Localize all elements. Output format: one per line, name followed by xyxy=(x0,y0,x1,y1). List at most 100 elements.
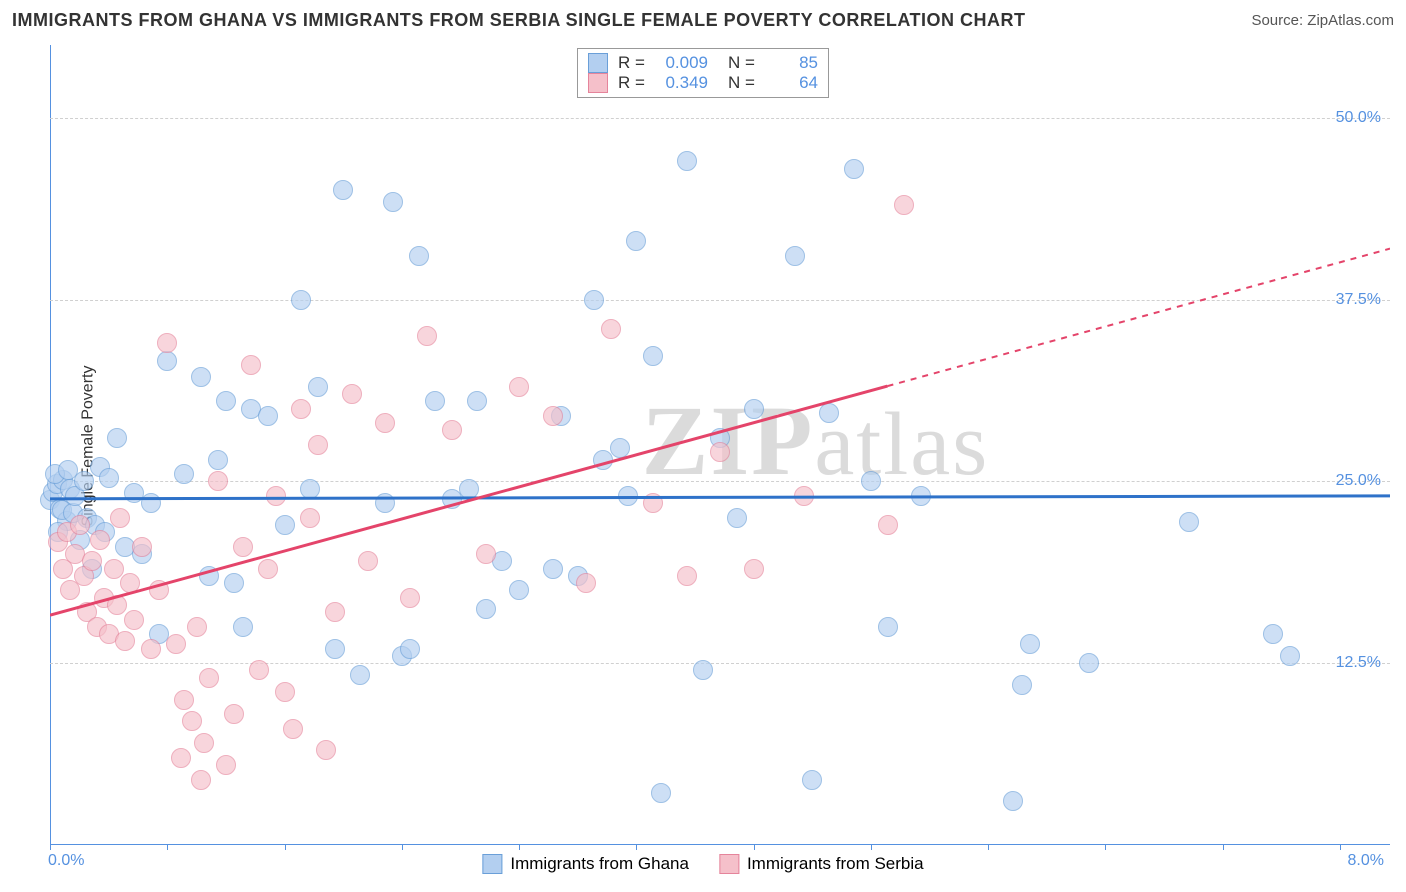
data-point xyxy=(744,399,764,419)
data-point xyxy=(300,479,320,499)
swatch-ghana-icon xyxy=(588,53,608,73)
data-point xyxy=(191,770,211,790)
data-point xyxy=(99,468,119,488)
data-point xyxy=(115,631,135,651)
data-point xyxy=(744,559,764,579)
swatch-serbia-icon xyxy=(719,854,739,874)
data-point xyxy=(283,719,303,739)
data-point xyxy=(258,406,278,426)
data-point xyxy=(911,486,931,506)
data-point xyxy=(375,493,395,513)
data-point xyxy=(157,333,177,353)
n-value-serbia: 64 xyxy=(768,73,818,93)
data-point xyxy=(476,544,496,564)
data-point xyxy=(258,559,278,579)
data-point xyxy=(194,733,214,753)
swatch-ghana-icon xyxy=(482,854,502,874)
data-point xyxy=(383,192,403,212)
data-point xyxy=(643,493,663,513)
data-point xyxy=(1263,624,1283,644)
data-point xyxy=(610,438,630,458)
data-point xyxy=(342,384,362,404)
legend-stats: R = 0.009 N = 85 R = 0.349 N = 64 xyxy=(577,48,829,98)
data-point xyxy=(400,639,420,659)
data-point xyxy=(104,559,124,579)
data-point xyxy=(727,508,747,528)
data-point xyxy=(543,406,563,426)
data-point xyxy=(677,566,697,586)
data-point xyxy=(199,668,219,688)
data-point xyxy=(107,595,127,615)
data-point xyxy=(308,435,328,455)
data-point xyxy=(82,551,102,571)
r-value-ghana: 0.009 xyxy=(658,53,708,73)
data-point xyxy=(1003,791,1023,811)
data-point xyxy=(878,515,898,535)
data-point xyxy=(291,399,311,419)
data-point xyxy=(819,403,839,423)
data-point xyxy=(187,617,207,637)
data-point xyxy=(794,486,814,506)
data-point xyxy=(584,290,604,310)
data-point xyxy=(233,617,253,637)
data-point xyxy=(325,639,345,659)
data-point xyxy=(467,391,487,411)
legend-item-serbia: Immigrants from Serbia xyxy=(719,854,924,874)
data-point xyxy=(894,195,914,215)
data-point xyxy=(308,377,328,397)
data-point xyxy=(208,450,228,470)
data-point xyxy=(325,602,345,622)
data-point xyxy=(90,530,110,550)
data-point xyxy=(224,573,244,593)
header: IMMIGRANTS FROM GHANA VS IMMIGRANTS FROM… xyxy=(12,10,1394,31)
data-point xyxy=(107,428,127,448)
data-point xyxy=(300,508,320,528)
chart-title: IMMIGRANTS FROM GHANA VS IMMIGRANTS FROM… xyxy=(12,10,1026,31)
data-point xyxy=(157,351,177,371)
data-point xyxy=(74,471,94,491)
data-point xyxy=(224,704,244,724)
data-point xyxy=(333,180,353,200)
data-point xyxy=(844,159,864,179)
data-point xyxy=(110,508,130,528)
data-point xyxy=(1179,512,1199,532)
data-point xyxy=(400,588,420,608)
data-point xyxy=(350,665,370,685)
data-point xyxy=(266,486,286,506)
data-point xyxy=(417,326,437,346)
data-point xyxy=(643,346,663,366)
data-point xyxy=(1079,653,1099,673)
data-point xyxy=(1280,646,1300,666)
data-point xyxy=(132,537,152,557)
data-point xyxy=(543,559,563,579)
data-point xyxy=(216,755,236,775)
n-value-ghana: 85 xyxy=(768,53,818,73)
data-point xyxy=(677,151,697,171)
scatter-plot xyxy=(50,45,1390,845)
data-point xyxy=(191,367,211,387)
data-point xyxy=(459,479,479,499)
data-point xyxy=(358,551,378,571)
data-point xyxy=(618,486,638,506)
data-point xyxy=(476,599,496,619)
source-label: Source: ZipAtlas.com xyxy=(1251,12,1394,29)
data-point xyxy=(316,740,336,760)
swatch-serbia-icon xyxy=(588,73,608,93)
data-point xyxy=(275,682,295,702)
data-point xyxy=(208,471,228,491)
data-point xyxy=(275,515,295,535)
r-value-serbia: 0.349 xyxy=(658,73,708,93)
data-point xyxy=(182,711,202,731)
data-point xyxy=(166,634,186,654)
x-min-label: 0.0% xyxy=(48,852,84,870)
data-point xyxy=(375,413,395,433)
legend-label-serbia: Immigrants from Serbia xyxy=(747,854,924,874)
data-point xyxy=(409,246,429,266)
data-point xyxy=(509,580,529,600)
data-point xyxy=(626,231,646,251)
legend-stats-row-2: R = 0.349 N = 64 xyxy=(588,73,818,93)
legend-label-ghana: Immigrants from Ghana xyxy=(510,854,689,874)
data-point xyxy=(120,573,140,593)
data-point xyxy=(693,660,713,680)
data-point xyxy=(509,377,529,397)
